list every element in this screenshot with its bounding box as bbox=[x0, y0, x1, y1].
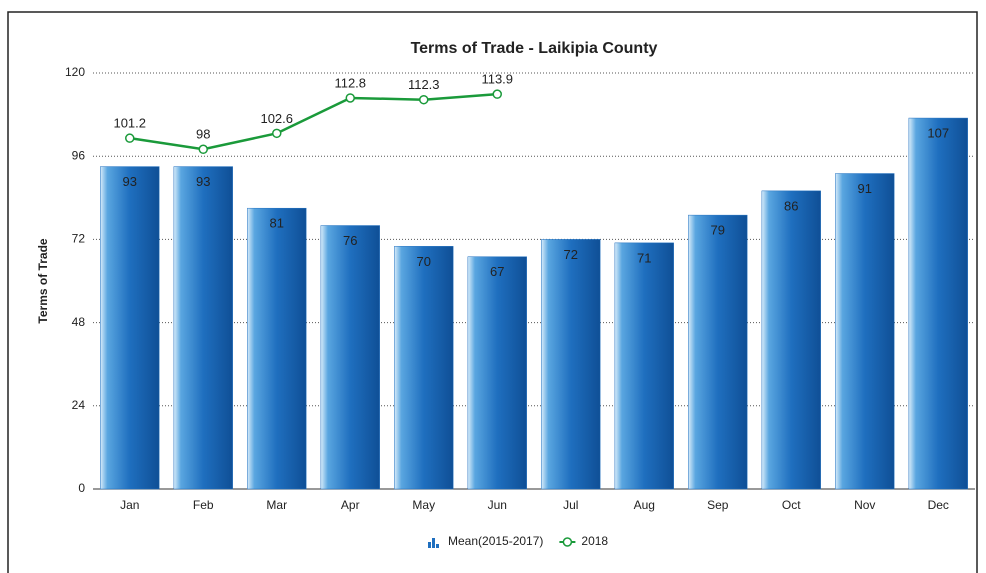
y-tick-label: 120 bbox=[65, 65, 85, 79]
x-tick-label: Oct bbox=[782, 498, 801, 512]
x-tick-label: May bbox=[412, 498, 435, 512]
bar-value-label: 93 bbox=[196, 174, 210, 189]
x-tick-label: Feb bbox=[193, 498, 214, 512]
legend-label: 2018 bbox=[581, 534, 608, 548]
bar bbox=[394, 246, 454, 490]
line-value-label: 101.2 bbox=[113, 116, 146, 131]
bar bbox=[688, 214, 748, 490]
bar bbox=[908, 117, 968, 490]
bar-value-label: 91 bbox=[858, 181, 872, 196]
line-point bbox=[492, 89, 502, 99]
x-tick-label: Jul bbox=[563, 498, 578, 512]
bar-value-label: 70 bbox=[417, 254, 431, 269]
x-tick-label: Nov bbox=[854, 498, 875, 512]
bar-value-label: 67 bbox=[490, 264, 504, 279]
line bbox=[129, 92, 498, 151]
y-axis-label: Terms of Trade bbox=[36, 238, 50, 323]
legend-icon bbox=[428, 542, 431, 548]
line-value-label: 98 bbox=[196, 127, 210, 142]
bar bbox=[100, 166, 160, 490]
y-tick-label: 48 bbox=[72, 315, 86, 329]
x-tick-label: Jun bbox=[488, 498, 507, 512]
y-tick-label: 24 bbox=[72, 398, 86, 412]
bar-value-label: 81 bbox=[270, 216, 284, 231]
bar bbox=[247, 207, 307, 490]
line-point bbox=[419, 94, 429, 105]
legend-icon bbox=[436, 544, 439, 548]
bar bbox=[614, 242, 674, 490]
x-tick-label: Dec bbox=[928, 498, 949, 512]
x-tick-label: Aug bbox=[634, 498, 655, 512]
bar bbox=[835, 173, 895, 490]
legend-icon bbox=[562, 537, 573, 547]
x-tick-label: Jan bbox=[120, 498, 139, 512]
line-value-label: 112.3 bbox=[408, 77, 440, 92]
line-point bbox=[198, 144, 208, 155]
legend-icon bbox=[432, 538, 435, 548]
y-tick-label: 72 bbox=[72, 232, 86, 246]
line-point bbox=[125, 133, 135, 143]
bar-value-label: 107 bbox=[927, 126, 949, 141]
line-point bbox=[345, 93, 355, 103]
y-tick-label: 0 bbox=[78, 481, 85, 495]
x-tick-label: Apr bbox=[341, 498, 360, 512]
x-tick-label: Mar bbox=[266, 498, 287, 512]
bar-value-label: 93 bbox=[123, 174, 137, 189]
bar bbox=[761, 190, 821, 490]
line-value-label: 113.9 bbox=[481, 72, 513, 87]
line-point bbox=[272, 128, 282, 139]
line-value-label: 102.6 bbox=[260, 111, 293, 126]
bar-value-label: 79 bbox=[711, 223, 725, 238]
bar bbox=[541, 239, 601, 490]
x-tick-label: Sep bbox=[707, 498, 729, 512]
bar-value-label: 86 bbox=[784, 198, 798, 213]
bar bbox=[173, 166, 233, 490]
bar-value-label: 72 bbox=[564, 247, 578, 262]
bar bbox=[320, 225, 380, 490]
bar-value-label: 76 bbox=[343, 233, 357, 248]
line-value-label: 112.8 bbox=[334, 75, 366, 90]
bar bbox=[467, 256, 527, 490]
legend-label: Mean(2015-2017) bbox=[448, 534, 543, 548]
y-tick-label: 96 bbox=[72, 148, 86, 162]
chart-title: Terms of Trade - Laikipia County bbox=[411, 40, 658, 57]
bar-value-label: 71 bbox=[637, 250, 651, 265]
